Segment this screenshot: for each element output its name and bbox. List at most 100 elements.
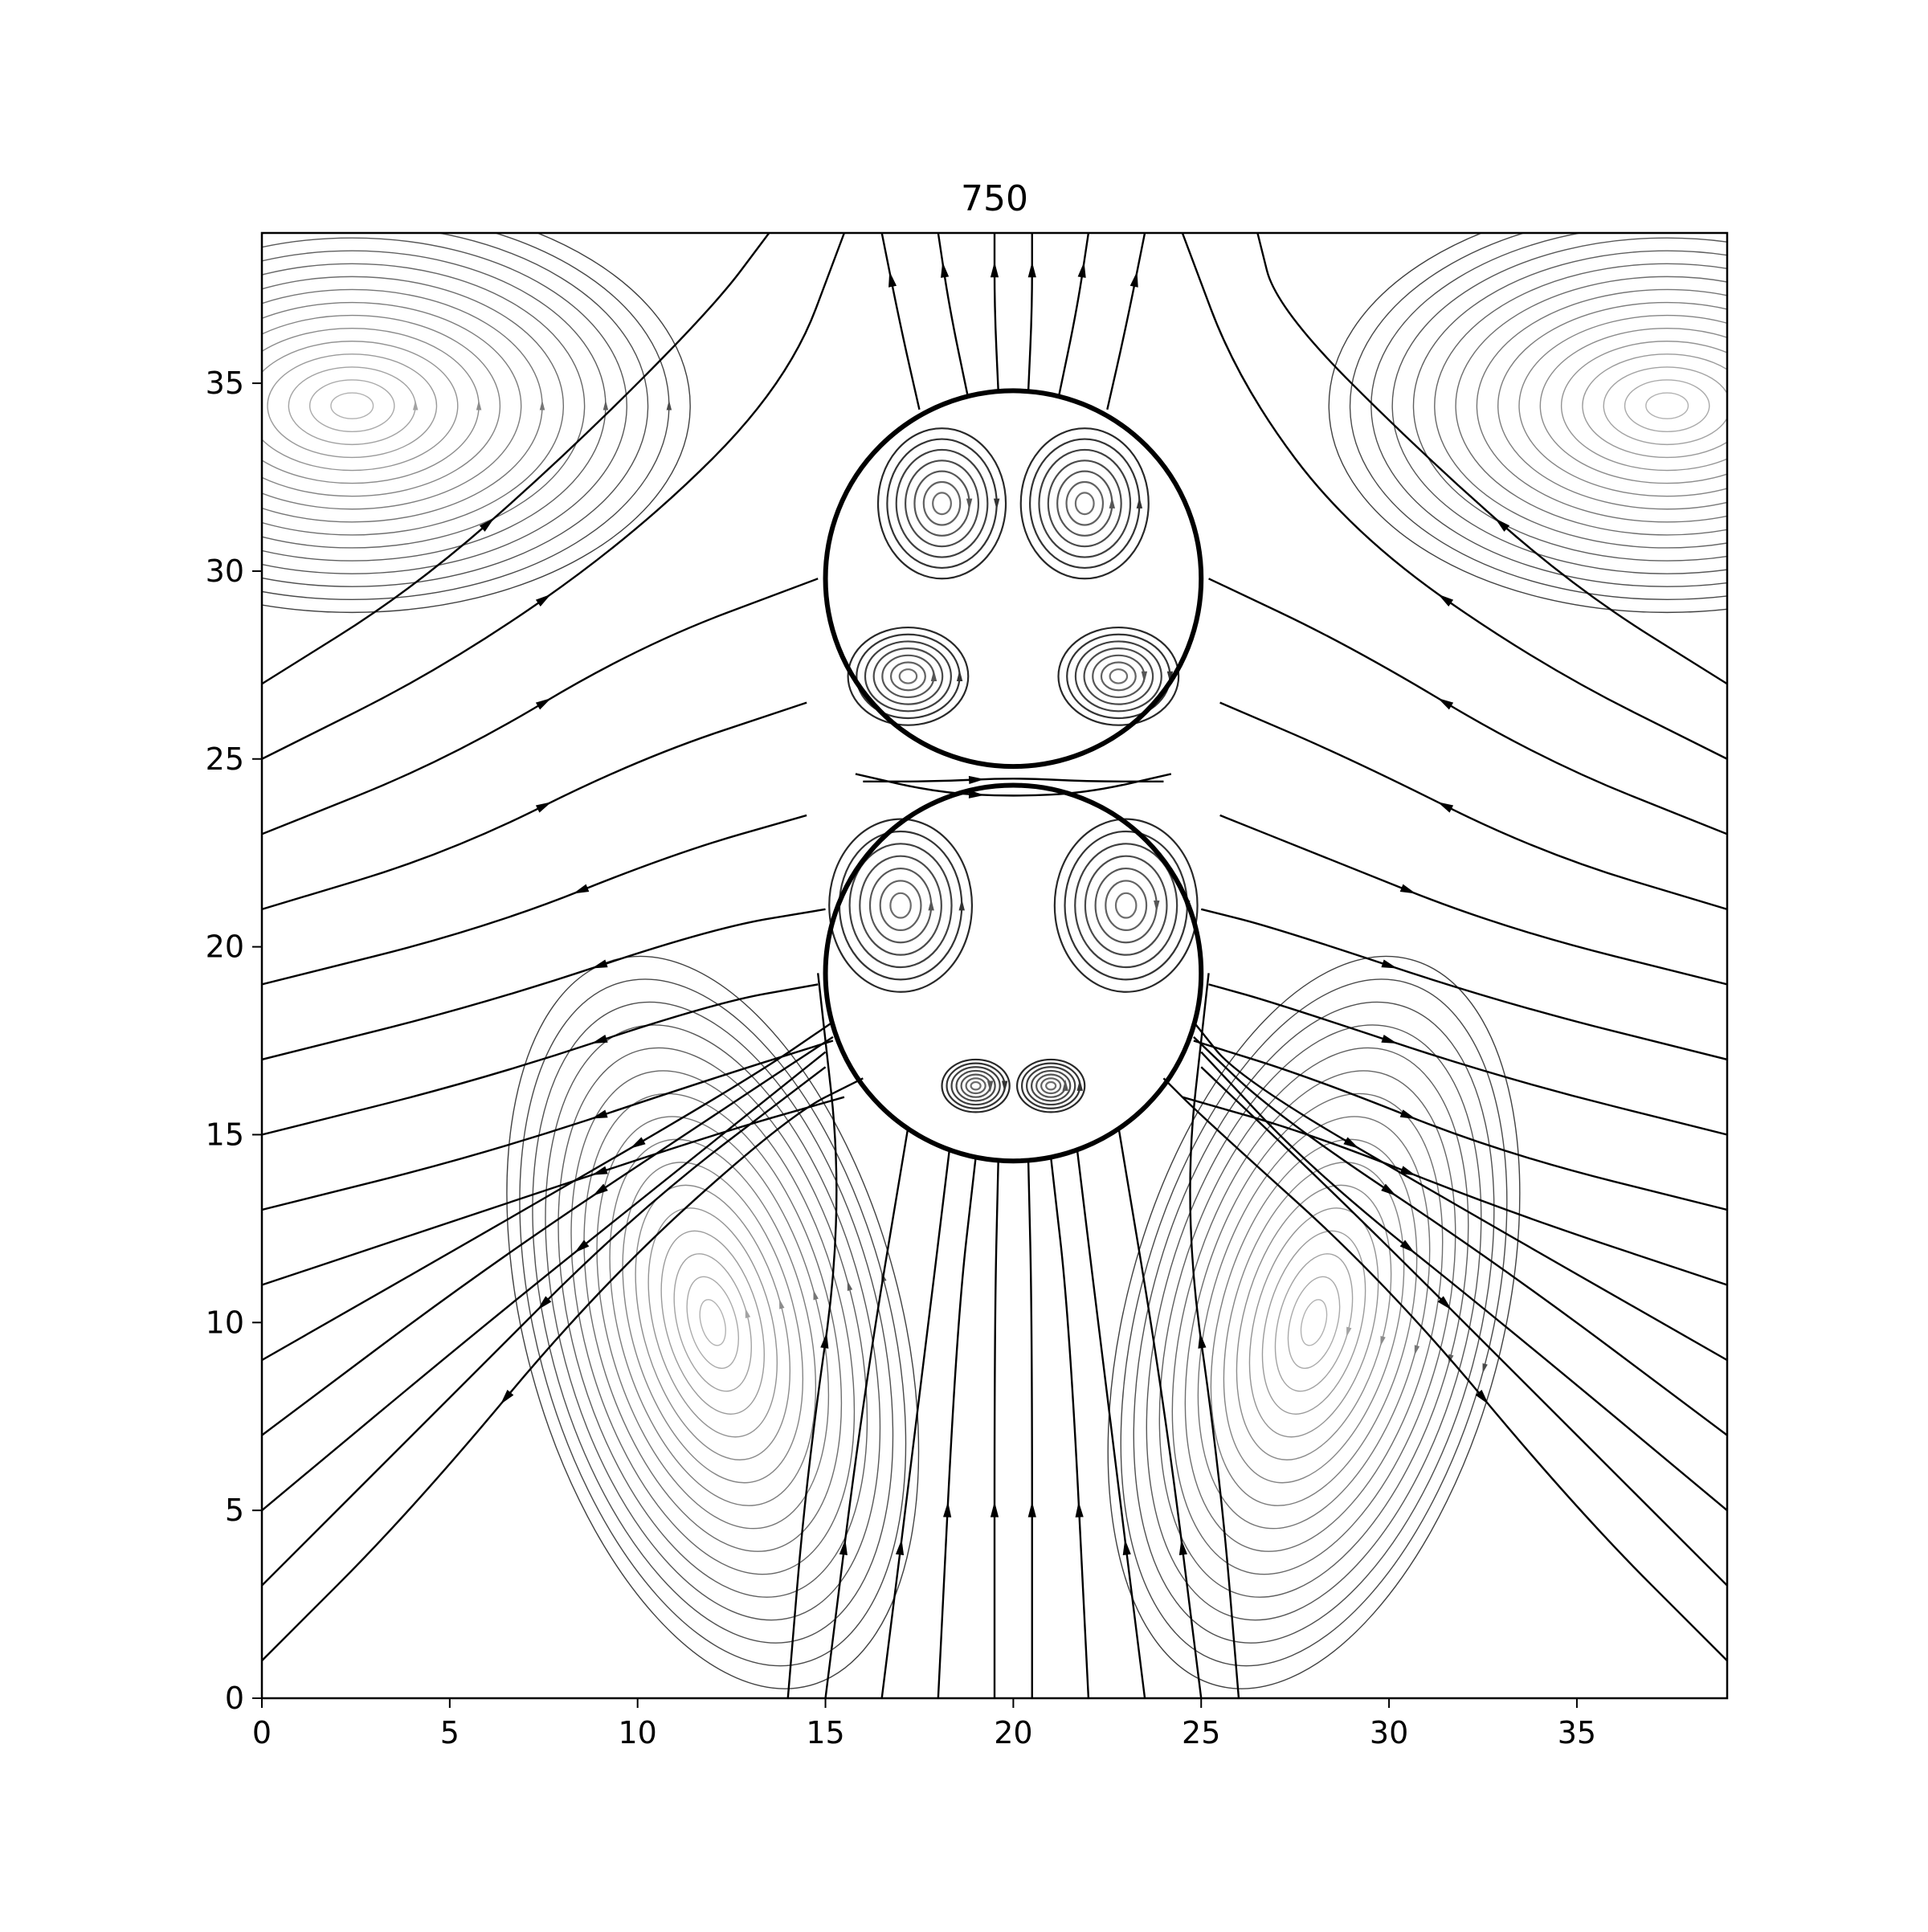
vortex-1-ring xyxy=(1603,366,1727,446)
flow-arrow-2 xyxy=(943,1501,952,1517)
flow-arrow-19 xyxy=(1475,1390,1489,1405)
vortex-3-ring xyxy=(1184,1093,1444,1552)
y-axis: 0 5 10 15 20 25 30 35 xyxy=(206,366,262,1716)
vortex-1-ring xyxy=(1645,392,1689,419)
flow-line-5 xyxy=(1076,1150,1146,1698)
flow-arrow-4 xyxy=(895,1539,905,1555)
flow-arrow-33 xyxy=(1437,802,1454,813)
flow-arrow-11 xyxy=(591,1166,608,1175)
flow-line-15 xyxy=(262,1066,827,1587)
flow-line-39 xyxy=(1027,233,1033,391)
vortex-1-ring xyxy=(1560,341,1727,472)
vortex-2-arrow xyxy=(813,1289,819,1301)
vortex-0-ring xyxy=(262,314,501,497)
vortex-7-ring xyxy=(1074,640,1162,713)
vortex-1-ring xyxy=(1497,301,1727,510)
flow-arrow-20 xyxy=(1437,1296,1452,1310)
flow-line-40 xyxy=(937,233,970,399)
chart-title: 750 xyxy=(961,178,1028,219)
vortex-1-ring xyxy=(1518,314,1727,497)
vortex-2-ring xyxy=(686,1276,739,1369)
flow-line-21 xyxy=(1200,1051,1727,1512)
vortex-0-ring xyxy=(262,341,459,472)
flow-arrow-0 xyxy=(990,1501,999,1517)
vortex-6-ring xyxy=(864,640,952,713)
vortex-2-ring xyxy=(622,1162,804,1484)
flow-line-37 xyxy=(1256,233,1727,685)
flow-line-22 xyxy=(1193,1035,1727,1436)
flow-line-layer xyxy=(262,233,1727,1698)
vortex-9-ring xyxy=(1074,843,1178,969)
vortex-1-arrow xyxy=(1728,402,1733,411)
vortex-10-arrow xyxy=(986,1080,994,1093)
flow-arrow-17 xyxy=(592,1183,608,1196)
vortex-3-ring xyxy=(1171,1070,1456,1575)
vortex-3-ring xyxy=(1158,1047,1469,1598)
flow-line-24 xyxy=(262,983,819,1136)
vortex-8-ring xyxy=(868,867,933,944)
vortex-10-ring xyxy=(970,1080,982,1091)
vortex-4-ring xyxy=(886,438,998,570)
vortex-0-ring xyxy=(262,263,586,549)
flow-line-10 xyxy=(262,1040,834,1211)
vortex-3-ring xyxy=(1300,1299,1328,1346)
vortex-1-arrow xyxy=(1855,402,1860,411)
vortex-7-arrow xyxy=(1141,671,1148,683)
flow-line-3 xyxy=(1049,1157,1090,1698)
vortex-3-arrow xyxy=(1482,1362,1488,1374)
vortex-0-ring xyxy=(330,392,374,419)
flow-line-42 xyxy=(880,233,921,410)
vortex-3-ring xyxy=(1274,1253,1354,1392)
vortex-6-ring xyxy=(847,626,970,726)
vortex-8-ring xyxy=(848,843,953,969)
vortex-0-ring xyxy=(308,379,395,432)
circle-0 xyxy=(823,388,1204,770)
vortex-7-ring xyxy=(1100,661,1137,692)
vortex-1-arrow xyxy=(1791,402,1796,411)
vortex-2-ring xyxy=(532,1001,894,1644)
flow-arrow-7 xyxy=(1178,1539,1187,1555)
flow-arrow-13 xyxy=(1399,1166,1416,1176)
vortex-2-ring xyxy=(558,1047,868,1598)
flow-line-17 xyxy=(262,1035,834,1436)
vortex-5-ring xyxy=(1074,492,1095,516)
flow-line-26 xyxy=(262,814,807,986)
flow-line-19 xyxy=(1162,1077,1727,1662)
flow-arrow-8 xyxy=(820,1332,829,1349)
flow-line-31 xyxy=(262,578,819,835)
flow-arrow-45 xyxy=(968,775,985,785)
flow-arrow-1 xyxy=(1027,1501,1036,1517)
flow-arrow-43 xyxy=(1129,271,1138,288)
vortex-5-ring xyxy=(1038,448,1132,558)
vortex-6-ring xyxy=(872,647,944,705)
x-tick-label: 20 xyxy=(994,1715,1032,1750)
vortex-0-ring xyxy=(262,233,691,613)
flow-line-45 xyxy=(863,778,1164,783)
vortex-3-ring xyxy=(1248,1207,1379,1438)
flow-arrow-42 xyxy=(888,271,897,288)
vortex-3-ring xyxy=(1236,1184,1392,1460)
vortex-3-ring xyxy=(1107,955,1521,1689)
flow-arrow-3 xyxy=(1075,1501,1084,1517)
x-tick-label: 15 xyxy=(806,1715,844,1750)
vortex-6-ring xyxy=(898,668,918,684)
flow-line-7 xyxy=(1117,1126,1203,1698)
flow-line-23 xyxy=(1192,1021,1727,1362)
vortex-9-ring xyxy=(1064,830,1188,981)
flow-arrow-24 xyxy=(591,1035,608,1044)
flow-line-27 xyxy=(1208,983,1727,1136)
vortex-10-arrow xyxy=(1001,1080,1008,1093)
vortex-8-ring xyxy=(859,855,942,956)
vortex-3-ring xyxy=(1146,1024,1482,1621)
x-axis: 0 5 10 15 20 25 30 35 xyxy=(252,1698,1596,1750)
vortex-2-ring xyxy=(596,1116,830,1530)
flow-line-12 xyxy=(1193,1040,1727,1211)
flow-arrow-27 xyxy=(1381,1035,1398,1044)
vortex-3-ring xyxy=(1261,1230,1366,1415)
flow-line-35 xyxy=(1181,233,1727,760)
vortex-0-ring xyxy=(262,328,480,484)
vortex-3-ring xyxy=(1287,1276,1341,1369)
flow-arrow-41 xyxy=(1077,261,1086,278)
flow-arrow-37 xyxy=(1495,518,1510,532)
